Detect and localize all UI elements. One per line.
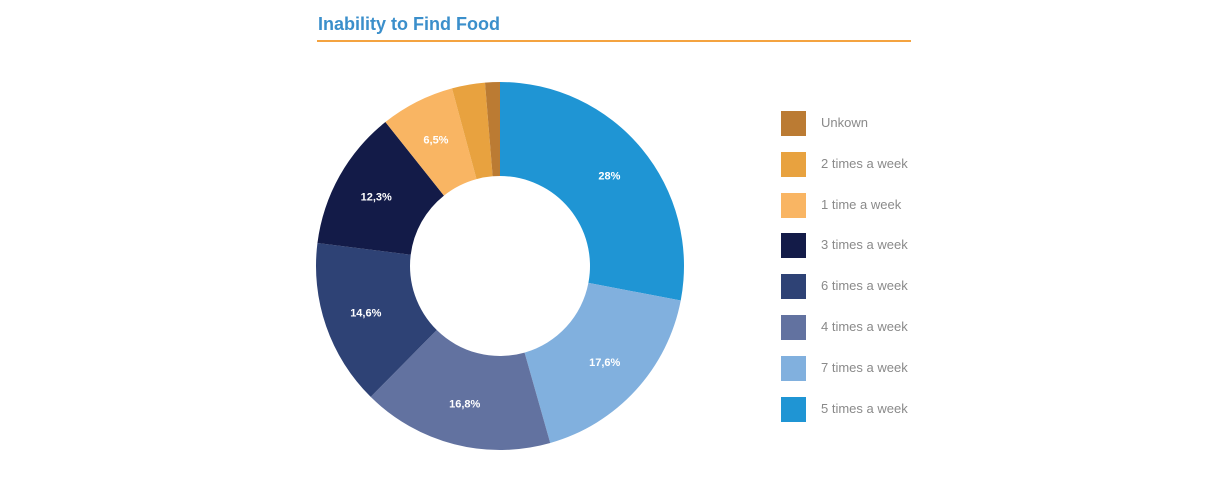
slice-4-times-a-week	[370, 330, 551, 450]
legend-item: Unkown	[781, 111, 981, 136]
legend-label: Unkown	[821, 115, 868, 130]
title-divider	[317, 40, 911, 42]
legend-item: 4 times a week	[781, 315, 981, 340]
slice-label: 14,6%	[350, 307, 381, 319]
donut-chart: 28% 17,6% 16,8% 14,6% 12,3% 6,5%	[316, 82, 684, 450]
legend-swatch	[781, 274, 806, 300]
legend-label: 5 times a week	[821, 400, 908, 416]
slice-2-times-a-week	[452, 82, 493, 180]
legend-label: 7 times a week	[821, 359, 908, 375]
slice-label: 16,8%	[449, 399, 480, 411]
legend-swatch	[781, 233, 806, 259]
slice-1-time-a-week	[385, 88, 477, 196]
slice-3-times-a-week	[317, 122, 444, 255]
slice-7-times-a-week	[524, 282, 681, 444]
slice-label: 12,3%	[361, 191, 392, 203]
slice-label: 28%	[598, 170, 620, 182]
slice-6-times-a-week	[316, 242, 437, 397]
legend-item: 5 times a week	[781, 396, 981, 422]
slice-label: 17,6%	[589, 357, 620, 369]
legend-label: 6 times a week	[821, 278, 908, 294]
legend-swatch	[781, 315, 806, 340]
chart-title: Inability to Find Food	[318, 14, 500, 34]
legend-label: 3 times a week	[821, 237, 908, 253]
slice-unkown	[484, 82, 500, 177]
legend-swatch	[781, 192, 806, 218]
legend-swatch	[781, 355, 806, 381]
legend-item: 7 times a week	[781, 355, 981, 381]
legend-label: 2 times a week	[821, 155, 908, 171]
legend-label: 1 time a week	[821, 196, 902, 212]
slice-label: 6,5%	[423, 134, 448, 146]
legend-item: 2 times a week	[781, 151, 981, 177]
legend-swatch	[781, 111, 806, 136]
legend-swatch	[781, 151, 806, 177]
legend-item: 6 times a week	[781, 274, 981, 300]
legend-item: 1 time a week	[781, 192, 981, 218]
legend-item: 3 times a week	[781, 233, 981, 259]
legend-swatch	[781, 396, 806, 422]
slice-5-times-a-week	[500, 82, 684, 301]
legend-label: 4 times a week	[821, 319, 908, 334]
